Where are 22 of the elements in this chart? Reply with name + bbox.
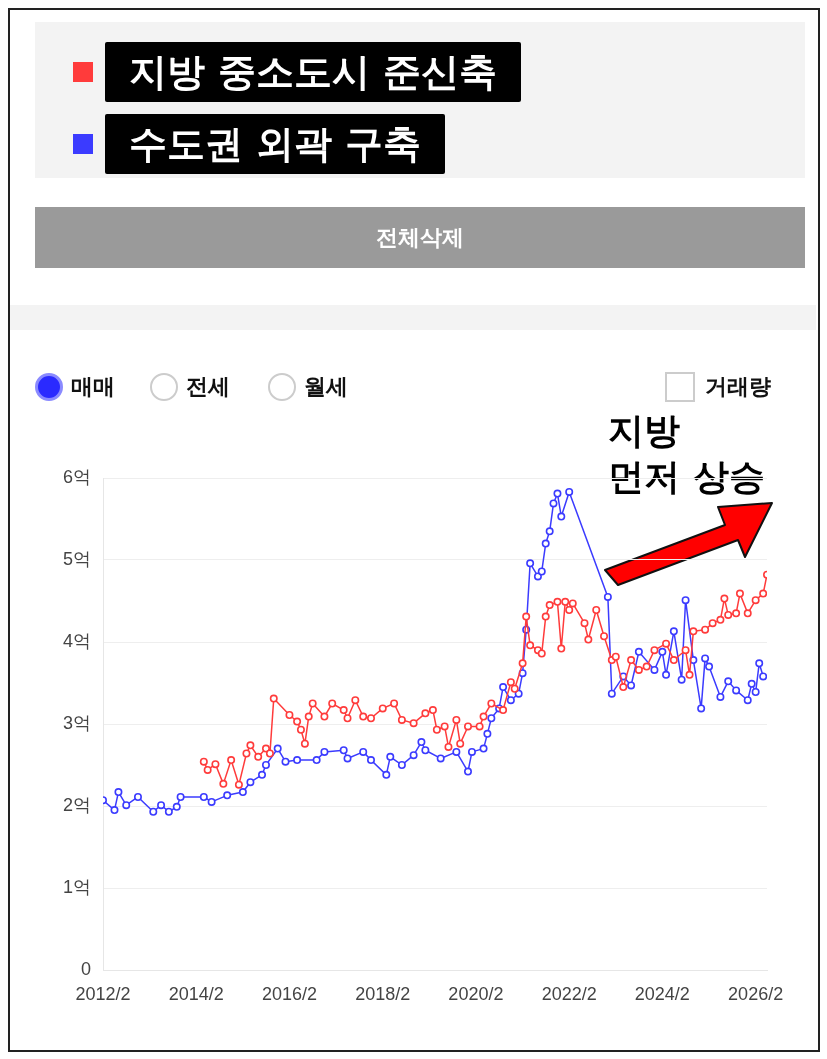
legend-label: 수도권 외곽 구축 xyxy=(105,114,446,174)
text: 전세 xyxy=(186,373,230,401)
legend-label: 지방 중소도시 준신축 xyxy=(105,42,522,102)
y-tick-label: 0 xyxy=(80,958,91,979)
x-tick-label: 2022/2 xyxy=(541,983,597,1004)
x-tick-label: 2026/2 xyxy=(728,983,784,1004)
y-tick-label: 6억 xyxy=(62,466,91,487)
x-tick-label: 2024/2 xyxy=(634,983,690,1004)
x-tick-label: 2016/2 xyxy=(261,983,317,1004)
y-tick-label: 5억 xyxy=(62,548,91,569)
y-tick-label: 3억 xyxy=(62,712,91,733)
x-tick-label: 2020/2 xyxy=(448,983,504,1004)
y-tick-label: 1억 xyxy=(62,876,91,897)
text: 매매 xyxy=(71,373,115,401)
y-tick-label: 4억 xyxy=(62,630,91,651)
x-tick-label: 2018/2 xyxy=(355,983,411,1004)
text: 전체삭제 xyxy=(35,207,805,268)
x-tick-label: 2014/2 xyxy=(168,983,224,1004)
x-tick-label: 2012/2 xyxy=(75,983,131,1004)
y-tick-label: 2억 xyxy=(62,794,91,815)
text: 월세 xyxy=(304,373,348,401)
text: 거래량 xyxy=(705,373,771,401)
